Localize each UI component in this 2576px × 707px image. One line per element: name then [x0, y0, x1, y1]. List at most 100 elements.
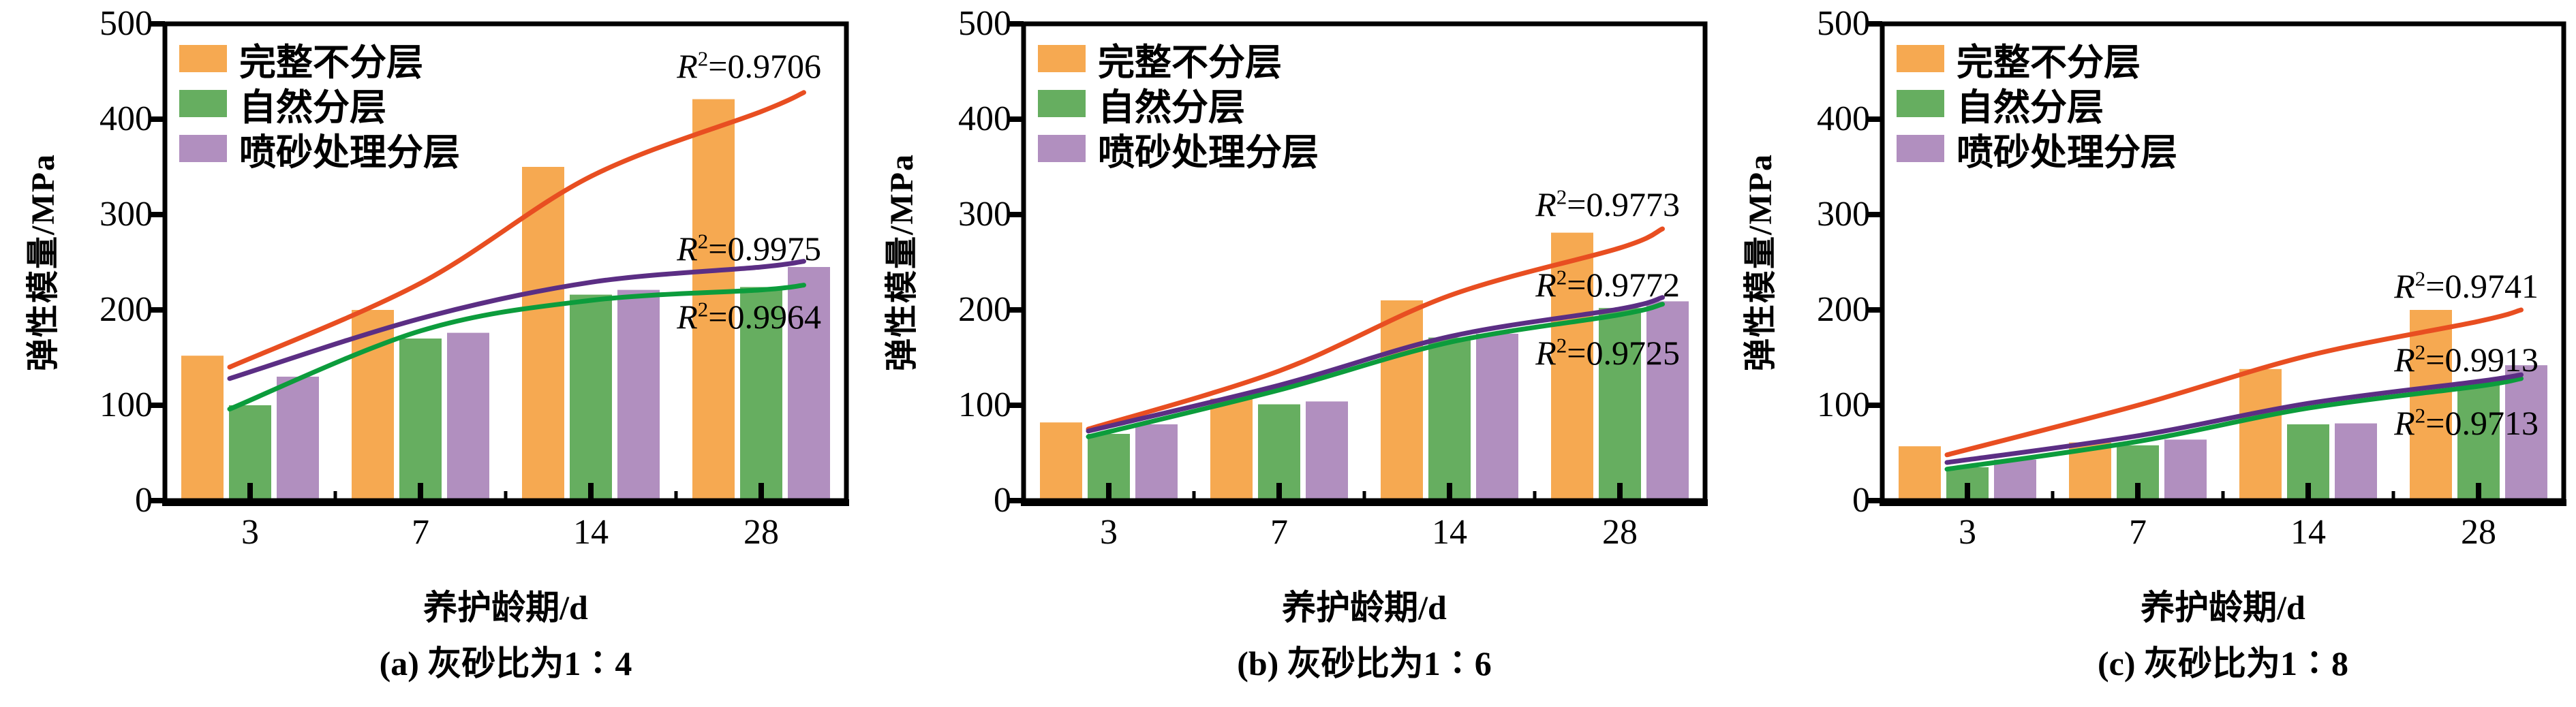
- legend-swatch-green: [1897, 90, 1944, 117]
- bar-sandblasted-layered-28d: [2505, 365, 2547, 501]
- fit-curve-intact-unlayered: [1944, 307, 2524, 458]
- chart-caption: (b) 灰砂比为1∶6: [1237, 644, 1492, 682]
- chart-panel-a: 弹性模量/MPa 0 100 200 300 400 500 3 7 14 28…: [0, 0, 859, 707]
- r-exponent: 2: [2414, 266, 2426, 291]
- y-tick-label: 100: [99, 386, 153, 424]
- r-value: =0.9975: [708, 230, 821, 268]
- x-tick-label: 3: [1959, 513, 1976, 552]
- bar-sandblasted-layered-14d: [1476, 334, 1518, 501]
- x-tick-label: 3: [1100, 513, 1118, 552]
- r-symbol: R: [2394, 404, 2415, 442]
- legend-item-sandblasted: 喷砂处理分层: [179, 128, 460, 173]
- r-value: =0.9773: [1567, 185, 1680, 223]
- r-squared-annotation: R2=0.9741: [2266, 262, 2539, 310]
- x-tick-label: 28: [2461, 513, 2496, 552]
- r-symbol: R: [2394, 341, 2415, 379]
- y-tick-label: 400: [99, 99, 153, 138]
- legend-item-intact: 完整不分层: [1897, 38, 2141, 83]
- bar-intact-unlayered-14d: [522, 167, 564, 501]
- legend-label: 完整不分层: [1098, 42, 1282, 83]
- legend-item-natural: 自然分层: [1038, 83, 1245, 128]
- r-squared-annotation: R2=0.9706: [549, 42, 821, 90]
- bar-plot-b: [1009, 21, 1708, 506]
- x-tick-label: 7: [1270, 513, 1288, 552]
- r-squared-annotation: R2=0.9773: [1407, 180, 1680, 228]
- bar-intact-unlayered-14d: [1381, 300, 1423, 501]
- chart-panel-b: 弹性模量/MPa 0 100 200 300 400 500 3 7 14 28…: [859, 0, 1717, 707]
- bar-intact-unlayered-28d: [1551, 232, 1593, 501]
- r-value: =0.9772: [1567, 266, 1680, 304]
- legend-swatch-purple: [1038, 135, 1086, 162]
- bar-intact-unlayered-3d: [1040, 422, 1082, 501]
- bar-sandblasted-layered-7d: [1306, 401, 1348, 501]
- legend-item-intact: 完整不分层: [179, 38, 423, 83]
- r-symbol: R: [1535, 185, 1557, 223]
- r-squared-annotation: R2=0.9713: [2266, 399, 2539, 447]
- r-exponent: 2: [1556, 333, 1567, 358]
- bar-sandblasted-layered-14d: [617, 289, 660, 501]
- r-value: =0.9741: [2425, 267, 2539, 305]
- bar-intact-unlayered-28d: [2410, 310, 2452, 501]
- y-tick-label: 0: [1852, 481, 1870, 520]
- y-tick-label: 300: [99, 195, 153, 234]
- bar-plot-a: [150, 21, 849, 506]
- x-axis-title: 养护龄期/d: [423, 588, 588, 627]
- y-tick-label: 500: [99, 4, 153, 43]
- chart-panel-c: 弹性模量/MPa 0 100 200 300 400 500 3 7 14 28…: [1717, 0, 2576, 707]
- y-tick-label: 300: [958, 195, 1011, 234]
- legend-item-sandblasted: 喷砂处理分层: [1897, 128, 2177, 173]
- fit-curve-sandblasted-layered: [227, 259, 806, 381]
- r-exponent: 2: [697, 229, 709, 253]
- fit-curve-natural-layered: [1086, 302, 1665, 439]
- bar-intact-unlayered-3d: [1899, 446, 1941, 501]
- x-tick-label: 14: [2290, 513, 2326, 552]
- legend-swatch-orange: [179, 45, 227, 72]
- x-tick-label: 7: [412, 513, 429, 552]
- bar-natural-layered-28d: [2457, 382, 2500, 501]
- legend-item-natural: 自然分层: [1897, 83, 2104, 128]
- r-exponent: 2: [1556, 185, 1567, 209]
- y-axis-title: 弹性模量/MPa: [1743, 153, 1779, 371]
- y-tick-label: 400: [958, 99, 1011, 138]
- y-tick-label: 400: [1817, 99, 1870, 138]
- legend-item-intact: 完整不分层: [1038, 38, 1282, 83]
- r-exponent: 2: [1556, 265, 1567, 289]
- bar-intact-unlayered-7d: [1210, 398, 1253, 501]
- r-symbol: R: [1535, 334, 1557, 372]
- legend-swatch-green: [179, 90, 227, 117]
- r-exponent: 2: [2414, 403, 2426, 428]
- y-tick-label: 500: [958, 4, 1011, 43]
- x-tick-label: 28: [1602, 513, 1638, 552]
- legend-swatch-purple: [179, 135, 227, 162]
- r-symbol: R: [2394, 267, 2415, 305]
- r-value: =0.9913: [2425, 341, 2539, 379]
- legend-label: 自然分层: [239, 87, 386, 128]
- legend-item-sandblasted: 喷砂处理分层: [1038, 128, 1319, 173]
- legend-swatch-orange: [1897, 45, 1944, 72]
- y-tick-label: 200: [958, 290, 1011, 329]
- x-axis-title: 养护龄期/d: [2141, 588, 2305, 627]
- r-squared-annotation: R2=0.9913: [2266, 336, 2539, 383]
- bar-sandblasted-layered-7d: [2164, 439, 2207, 501]
- bar-sandblasted-layered-3d: [1994, 459, 2036, 501]
- bar-natural-layered-28d: [740, 287, 782, 501]
- legend-swatch-green: [1038, 90, 1086, 117]
- legend-label: 喷砂处理分层: [1957, 131, 2177, 173]
- legend-item-natural: 自然分层: [179, 83, 386, 128]
- r-squared-annotation: R2=0.9772: [1407, 261, 1680, 309]
- legend-swatch-purple: [1897, 135, 1944, 162]
- y-tick-label: 0: [994, 481, 1011, 520]
- r-value: =0.9725: [1567, 334, 1680, 372]
- r-symbol: R: [677, 47, 698, 85]
- fit-curve-natural-layered: [227, 283, 806, 412]
- bar-intact-unlayered-3d: [181, 356, 224, 501]
- bar-natural-layered-28d: [1599, 308, 1641, 501]
- chart-caption: (c) 灰砂比为1∶8: [2098, 644, 2348, 682]
- bar-plot-c: [1867, 21, 2566, 506]
- x-tick-label: 28: [743, 513, 779, 552]
- legend-label: 完整不分层: [239, 42, 423, 83]
- fit-curve-sandblasted-layered: [1086, 295, 1665, 434]
- r-symbol: R: [677, 230, 698, 268]
- y-tick-label: 0: [135, 481, 153, 520]
- bar-natural-layered-7d: [399, 339, 442, 501]
